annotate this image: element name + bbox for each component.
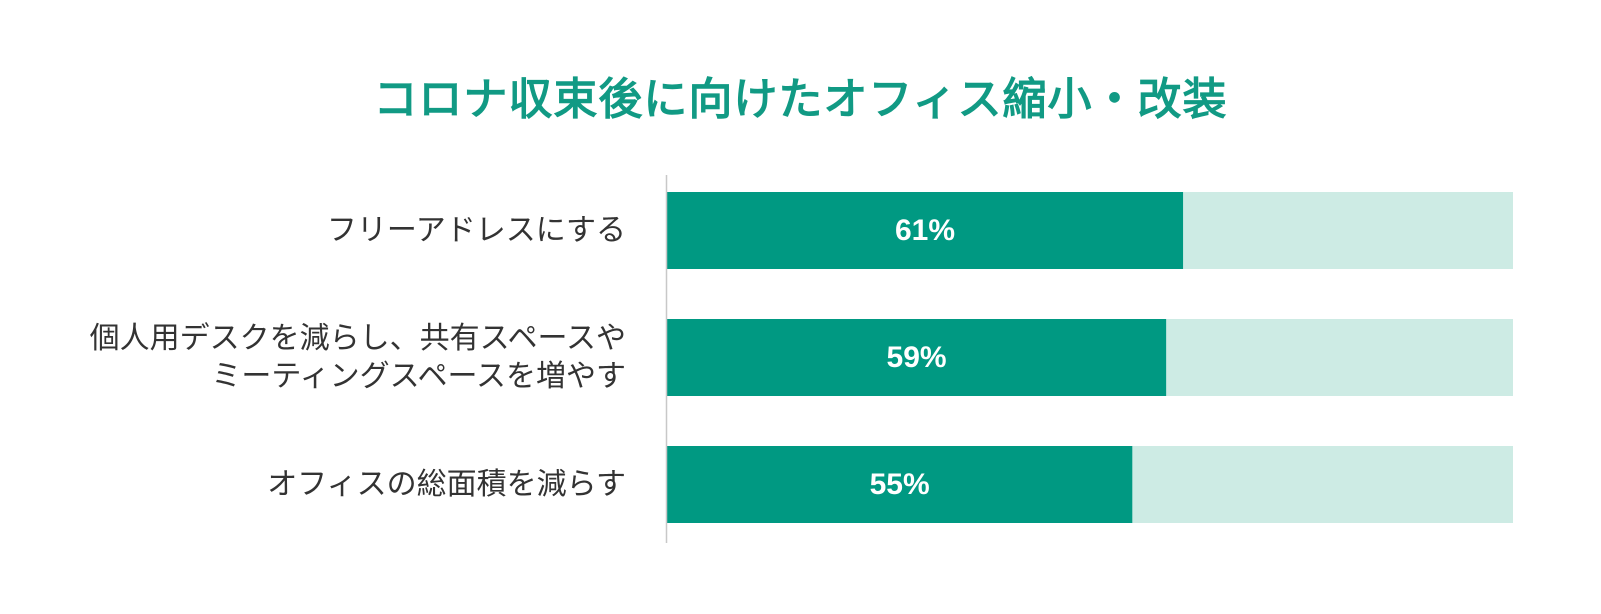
- chart-title: コロナ収束後に向けたオフィス縮小・改装: [373, 74, 1228, 125]
- bar-value-label-1: 61%: [895, 214, 955, 247]
- bar-value-label-2: 59%: [887, 341, 947, 374]
- bar-3: [667, 446, 1133, 523]
- category-label-2-line-1: 個人用デスクを減らし、共有スペースや: [90, 321, 626, 356]
- bar-2: [667, 319, 1167, 396]
- bars-layer: [667, 192, 1513, 523]
- bar-1: [667, 192, 1184, 269]
- labels-layer: 61% フリーアドレスにする 59% 個人用デスクを減らし、共有スペースやミーティング…: [90, 213, 955, 502]
- category-label-2-line-2: ミーティングスペースを増やす: [211, 359, 626, 394]
- category-label-3: オフィスの総面積を減らす: [267, 467, 626, 502]
- category-label-1: フリーアドレスにする: [327, 213, 626, 248]
- bar-value-label-3: 55%: [870, 468, 930, 501]
